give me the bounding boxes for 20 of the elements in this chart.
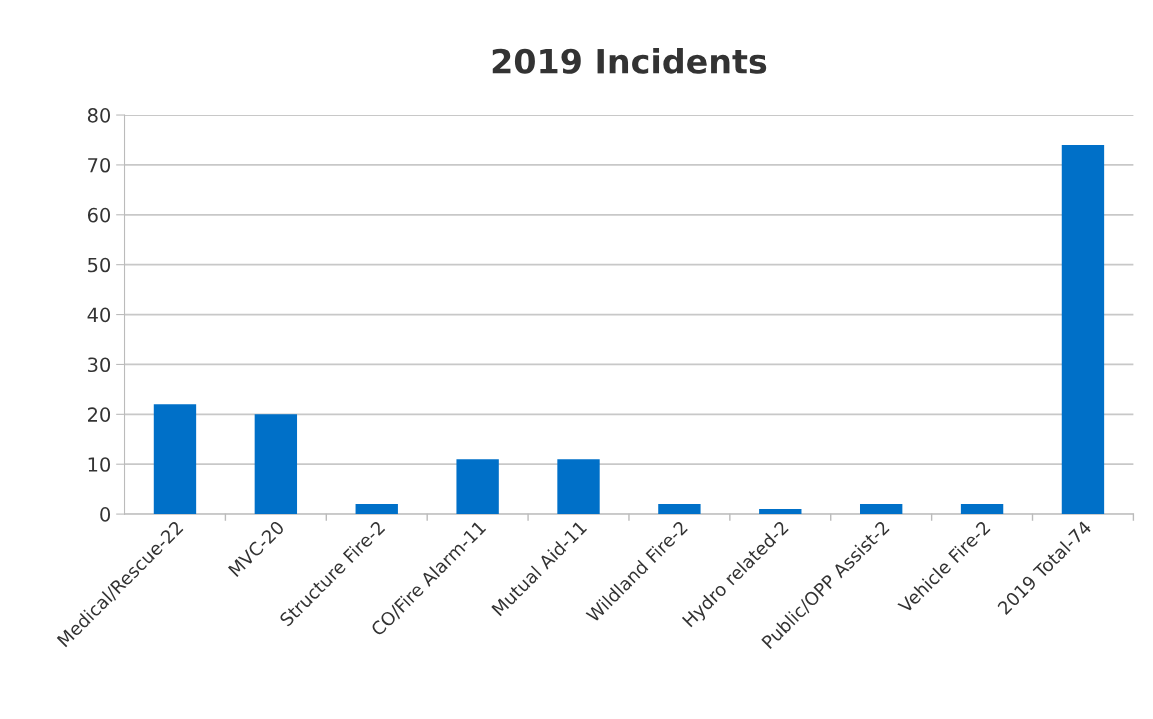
y-tick-label: 10 <box>88 457 111 472</box>
bar <box>1061 144 1105 515</box>
bar <box>859 504 903 515</box>
y-tick-label: 50 <box>88 257 111 273</box>
bar <box>153 404 197 515</box>
bar <box>759 509 802 515</box>
chart-title: 2019 Incidents <box>492 48 767 74</box>
y-tick-label: 0 <box>100 507 111 522</box>
y-tick-label: 40 <box>87 307 111 323</box>
y-tick-label: 60 <box>87 207 111 223</box>
bar <box>254 414 298 515</box>
bar <box>557 459 600 515</box>
bar <box>960 504 1004 515</box>
bar <box>658 504 701 515</box>
bar <box>355 504 398 515</box>
y-tick-label: 20 <box>88 407 111 422</box>
y-tick-label: 80 <box>87 108 111 123</box>
bar <box>456 459 499 515</box>
y-tick-label: 70 <box>88 157 111 173</box>
y-tick-label: 30 <box>88 357 111 373</box>
